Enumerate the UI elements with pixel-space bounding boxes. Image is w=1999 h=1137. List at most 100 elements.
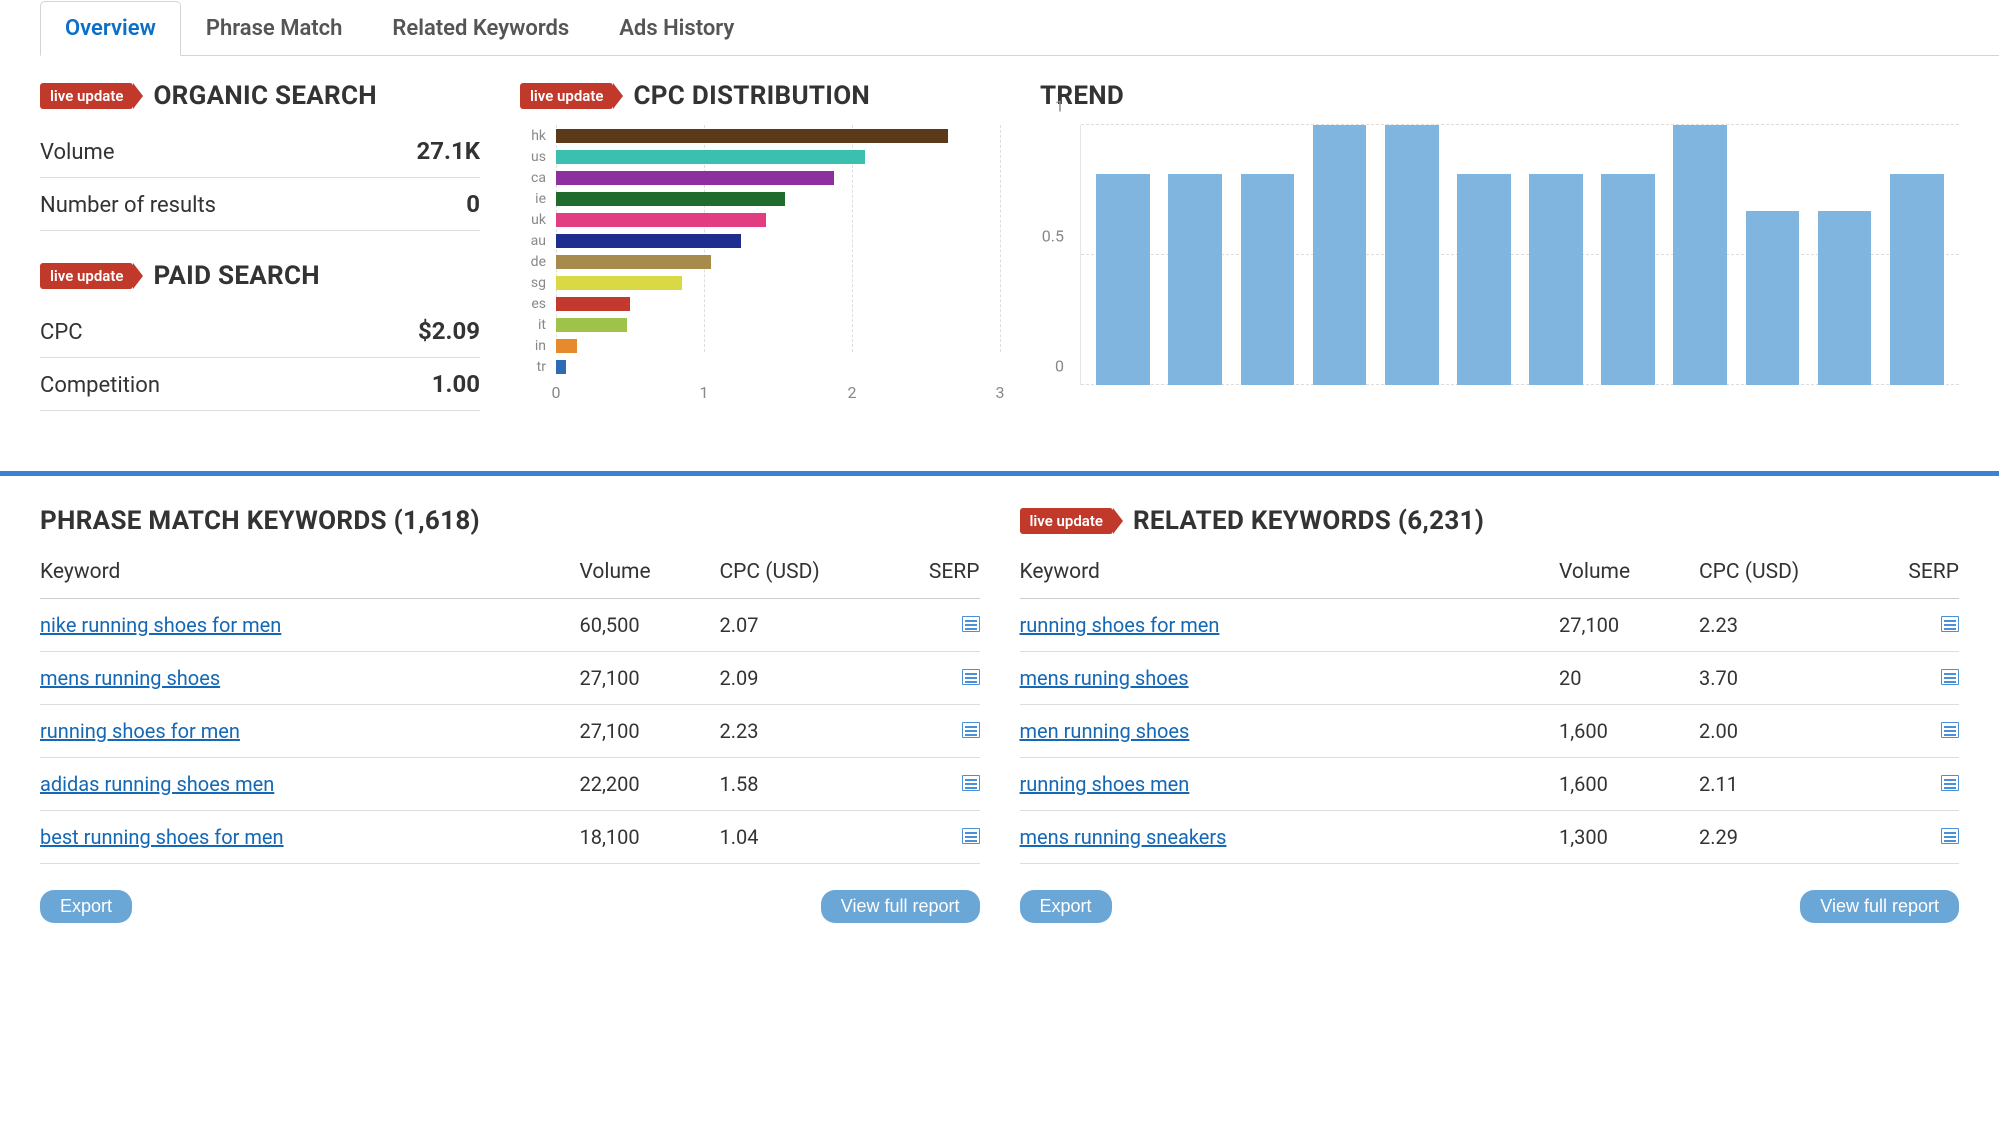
cpc-bar-row: es (520, 293, 1000, 314)
cpc-distribution-header: live update CPC DISTRIBUTION (520, 81, 1000, 111)
trend-title: TREND (1040, 81, 1124, 111)
organic-search-title: ORGANIC SEARCH (153, 81, 377, 111)
serp-icon[interactable] (962, 722, 980, 738)
volume-cell: 1,300 (1559, 811, 1699, 864)
volume-cell: 1,600 (1559, 705, 1699, 758)
trend-bar (1385, 125, 1439, 385)
cpc-bar (556, 213, 766, 227)
keyword-link[interactable]: adidas running shoes men (40, 772, 274, 796)
cpc-bar-label: ca (520, 170, 556, 186)
trend-bar (1096, 174, 1150, 385)
serp-icon[interactable] (962, 616, 980, 632)
section-divider (0, 471, 1999, 476)
cpc-bar (556, 297, 630, 311)
stat-value: $2.09 (418, 317, 480, 345)
related-keywords-header: live update RELATED KEYWORDS (6,231) (1020, 506, 1960, 536)
cpc-bar (556, 150, 865, 164)
cpc-bar (556, 339, 577, 353)
table-row: mens running sneakers 1,3002.29 (1020, 811, 1960, 864)
keyword-link[interactable]: running shoes for men (40, 719, 240, 743)
keyword-link[interactable]: mens running shoes (40, 666, 220, 690)
tab-bar: OverviewPhrase MatchRelated KeywordsAds … (40, 0, 1999, 56)
serp-icon[interactable] (1941, 669, 1959, 685)
cpc-distribution-title: CPC DISTRIBUTION (633, 81, 870, 111)
live-update-badge: live update (1020, 508, 1113, 534)
cpc-bar-label: in (520, 338, 556, 354)
cpc-bar-row: ie (520, 188, 1000, 209)
stat-value: 0 (466, 190, 480, 218)
cpc-cell: 2.00 (1699, 705, 1879, 758)
live-update-badge: live update (40, 263, 133, 289)
stats-column: live update ORGANIC SEARCH Volume27.1KNu… (40, 81, 480, 441)
keyword-link[interactable]: best running shoes for men (40, 825, 284, 849)
volume-cell: 20 (1559, 652, 1699, 705)
cpc-bar-row: uk (520, 209, 1000, 230)
stat-row: Number of results0 (40, 178, 480, 231)
serp-icon[interactable] (1941, 775, 1959, 791)
serp-icon[interactable] (962, 828, 980, 844)
cpc-bar-label: it (520, 317, 556, 333)
tab-related-keywords[interactable]: Related Keywords (367, 1, 594, 56)
phrase-match-title: PHRASE MATCH KEYWORDS (1,618) (40, 506, 480, 536)
keyword-link[interactable]: mens running sneakers (1020, 825, 1227, 849)
table-row: mens running shoes27,1002.09 (40, 652, 980, 705)
keyword-link[interactable]: running shoes for men (1020, 613, 1220, 637)
trend-bar (1673, 125, 1727, 385)
stat-row: CPC$2.09 (40, 305, 480, 358)
tab-overview[interactable]: Overview (40, 1, 181, 56)
stat-row: Volume27.1K (40, 125, 480, 178)
tab-phrase-match[interactable]: Phrase Match (181, 1, 368, 56)
cpc-bar-row: in (520, 335, 1000, 356)
cpc-bar-row: ca (520, 167, 1000, 188)
view-full-report-button[interactable]: View full report (1800, 890, 1959, 923)
trend-bar (1601, 174, 1655, 385)
cpc-bar-row: hk (520, 125, 1000, 146)
stat-label: Competition (40, 373, 160, 398)
cpc-cell: 2.11 (1699, 758, 1879, 811)
keyword-link[interactable]: mens runing shoes (1020, 666, 1189, 690)
cpc-bar-row: de (520, 251, 1000, 272)
live-update-badge: live update (520, 83, 613, 109)
cpc-distribution-chart: hkuscaieukaudesgesitintr0123 (520, 125, 1000, 403)
trend-bar (1241, 174, 1295, 385)
phrase-match-panel: PHRASE MATCH KEYWORDS (1,618) KeywordVol… (40, 506, 980, 923)
table-row: running shoes for men27,1002.23 (40, 705, 980, 758)
trend-y-tick: 0 (1055, 357, 1064, 376)
serp-icon[interactable] (1941, 828, 1959, 844)
serp-icon[interactable] (962, 775, 980, 791)
trend-bar (1890, 174, 1944, 385)
serp-icon[interactable] (1941, 616, 1959, 632)
tab-ads-history[interactable]: Ads History (594, 1, 759, 56)
keyword-link[interactable]: men running shoes (1020, 719, 1190, 743)
export-button[interactable]: Export (1020, 890, 1112, 923)
live-update-badge: live update (40, 83, 133, 109)
cpc-axis-tick: 3 (996, 383, 1005, 402)
view-full-report-button[interactable]: View full report (821, 890, 980, 923)
table-header: Volume (1559, 550, 1699, 599)
cpc-cell: 2.29 (1699, 811, 1879, 864)
serp-icon[interactable] (1941, 722, 1959, 738)
keyword-link[interactable]: running shoes men (1020, 772, 1190, 796)
trend-header: TREND (1040, 81, 1959, 111)
keyword-link[interactable]: nike running shoes for men (40, 613, 281, 637)
cpc-bar (556, 276, 682, 290)
cpc-bar-label: au (520, 233, 556, 249)
trend-y-tick: 0.5 (1042, 227, 1064, 246)
stat-row: Competition1.00 (40, 358, 480, 411)
table-header: SERP (1879, 550, 1959, 599)
cpc-bar-label: es (520, 296, 556, 312)
table-row: running shoes men1,6002.11 (1020, 758, 1960, 811)
export-button[interactable]: Export (40, 890, 132, 923)
table-row: mens runing shoes203.70 (1020, 652, 1960, 705)
trend-bar (1529, 174, 1583, 385)
table-row: best running shoes for men18,1001.04 (40, 811, 980, 864)
cpc-cell: 2.07 (720, 599, 900, 652)
cpc-bar-row: tr (520, 356, 1000, 377)
paid-search-table: CPC$2.09Competition1.00 (40, 305, 480, 411)
table-header: SERP (900, 550, 980, 599)
phrase-match-actions: Export View full report (40, 890, 980, 923)
cpc-bar-label: tr (520, 359, 556, 375)
serp-icon[interactable] (962, 669, 980, 685)
table-header: Keyword (40, 550, 580, 599)
cpc-axis-tick: 1 (699, 383, 708, 402)
